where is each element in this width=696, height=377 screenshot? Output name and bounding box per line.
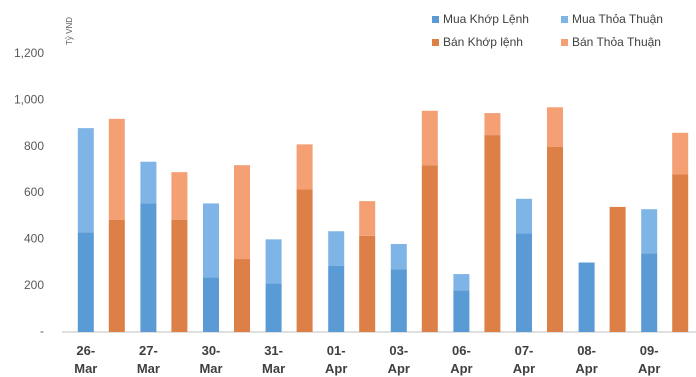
bar: [140, 161, 157, 204]
x-tick-label: 30- Mar: [199, 343, 222, 376]
bar: [171, 219, 188, 332]
bar: [484, 135, 501, 332]
bar: [140, 203, 157, 332]
x-tick-label: 27- Mar: [137, 343, 160, 376]
bar: [421, 165, 438, 332]
x-tick-label: 07- Apr: [513, 343, 535, 376]
x-tick-label: 03- Apr: [388, 343, 410, 376]
legend-swatch: [561, 16, 568, 23]
bar: [578, 262, 595, 332]
x-tick-label-part: Mar: [262, 361, 285, 376]
x-tick-label: 31- Mar: [262, 343, 285, 376]
bar: [234, 259, 250, 332]
bar: [359, 201, 376, 236]
x-tick-label: 01- Apr: [325, 343, 347, 376]
x-tick-label-part: 27-: [139, 343, 158, 358]
bar: [390, 269, 407, 332]
bar: [547, 146, 563, 332]
x-tick-label: 26- Mar: [74, 343, 97, 376]
bar: [547, 107, 563, 147]
bar: [359, 235, 376, 332]
bar: [203, 277, 219, 332]
x-tick-label-part: 09-: [640, 343, 659, 358]
x-tick-label-part: 01-: [327, 343, 346, 358]
bar: [516, 233, 532, 332]
bar: [77, 128, 94, 233]
x-tick-label-part: Mar: [74, 361, 97, 376]
bar: [609, 206, 626, 332]
legend-swatch: [432, 39, 439, 46]
bar: [453, 290, 470, 332]
x-tick-label-part: Apr: [513, 361, 535, 376]
x-tick-label-part: Apr: [450, 361, 472, 376]
bar: [390, 243, 407, 270]
x-tick-label-part: Apr: [388, 361, 410, 376]
bar: [328, 265, 345, 332]
x-tick-label-part: 07-: [515, 343, 534, 358]
bar: [296, 144, 313, 190]
x-tick-label-part: Mar: [199, 361, 222, 376]
x-tick-label-part: 06-: [452, 343, 471, 358]
legend-label: Mua Khớp Lệnh: [443, 12, 529, 26]
y-axis-label: Tỷ VND: [65, 17, 74, 45]
bar: [641, 209, 658, 254]
bar: [672, 174, 689, 332]
bar: [484, 113, 501, 136]
bar: [171, 172, 188, 220]
x-tick-label-part: Mar: [137, 361, 160, 376]
y-tick-label: 800: [24, 139, 44, 153]
x-tick-label-part: 26-: [76, 343, 95, 358]
y-tick-label: 600: [24, 185, 44, 199]
x-tick-label-part: 31-: [264, 343, 283, 358]
x-tick-label: 06- Apr: [450, 343, 472, 376]
bar: [203, 203, 219, 278]
bar: [328, 231, 345, 266]
x-tick-label: 09- Apr: [638, 343, 660, 376]
bar: [265, 239, 282, 284]
x-tick-label-part: 08-: [577, 343, 596, 358]
x-tick-label-part: 03-: [389, 343, 408, 358]
bar: [265, 283, 282, 332]
bar: [421, 110, 438, 166]
y-tick-label: 1,000: [14, 93, 44, 107]
bar: [641, 253, 658, 332]
y-tick-label: -: [40, 324, 44, 338]
legend-swatch: [561, 39, 568, 46]
x-tick-label-part: Apr: [325, 361, 347, 376]
x-tick-label-part: Apr: [638, 361, 660, 376]
bar: [453, 274, 470, 291]
x-tick-label-part: 30-: [202, 343, 221, 358]
bar: [296, 189, 313, 332]
x-tick-label-part: Apr: [575, 361, 597, 376]
legend-swatch: [432, 16, 439, 23]
bar: [77, 232, 94, 332]
x-tick-label: 08- Apr: [575, 343, 597, 376]
legend-label: Mua Thỏa Thuận: [572, 12, 663, 26]
legend-label: Bán Thỏa Thuận: [572, 35, 661, 49]
y-tick-label: 1,200: [14, 46, 44, 60]
y-tick-label: 400: [24, 232, 44, 246]
bar: [108, 219, 125, 332]
bar: [234, 165, 250, 260]
y-tick-label: 200: [24, 278, 44, 292]
legend-label: Bán Khớp lệnh: [443, 35, 523, 49]
bar: [672, 132, 689, 175]
bar: [516, 198, 532, 234]
bar: [108, 118, 125, 220]
